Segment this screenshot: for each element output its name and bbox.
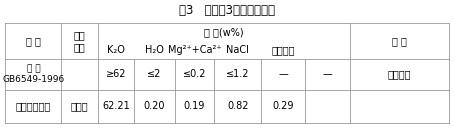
Text: —: — — [322, 69, 332, 79]
Text: Mg²⁺+Ca²⁺: Mg²⁺+Ca²⁺ — [168, 45, 222, 55]
Text: 特种工业: 特种工业 — [387, 69, 411, 79]
Text: H₂O: H₂O — [145, 45, 164, 55]
Text: K₂O: K₂O — [107, 45, 125, 55]
Text: ≤2: ≤2 — [147, 69, 162, 79]
Text: 本实施例产品: 本实施例产品 — [16, 101, 51, 111]
Text: ≤1.2: ≤1.2 — [226, 69, 249, 79]
Text: 0.20: 0.20 — [143, 101, 165, 111]
Text: 表3   实施例3产品质量指标: 表3 实施例3产品质量指标 — [179, 4, 275, 18]
Text: 水不溶物: 水不溶物 — [271, 45, 295, 55]
Text: 0.82: 0.82 — [227, 101, 248, 111]
Text: —: — — [278, 69, 288, 79]
Text: 62.21: 62.21 — [102, 101, 130, 111]
Text: ≥62: ≥62 — [105, 69, 126, 79]
Text: 0.29: 0.29 — [272, 101, 294, 111]
Text: 类 别: 类 别 — [392, 36, 406, 46]
Text: 国 标
GB6549-1996: 国 标 GB6549-1996 — [2, 65, 64, 84]
Text: 0.19: 0.19 — [184, 101, 205, 111]
Text: 产品
级别: 产品 级别 — [74, 30, 85, 52]
Text: 名 称: 名 称 — [26, 36, 41, 46]
Text: 组 成(w%): 组 成(w%) — [204, 27, 243, 37]
Text: NaCl: NaCl — [226, 45, 249, 55]
Text: ≤0.2: ≤0.2 — [183, 69, 206, 79]
Text: 优等品: 优等品 — [71, 101, 88, 111]
